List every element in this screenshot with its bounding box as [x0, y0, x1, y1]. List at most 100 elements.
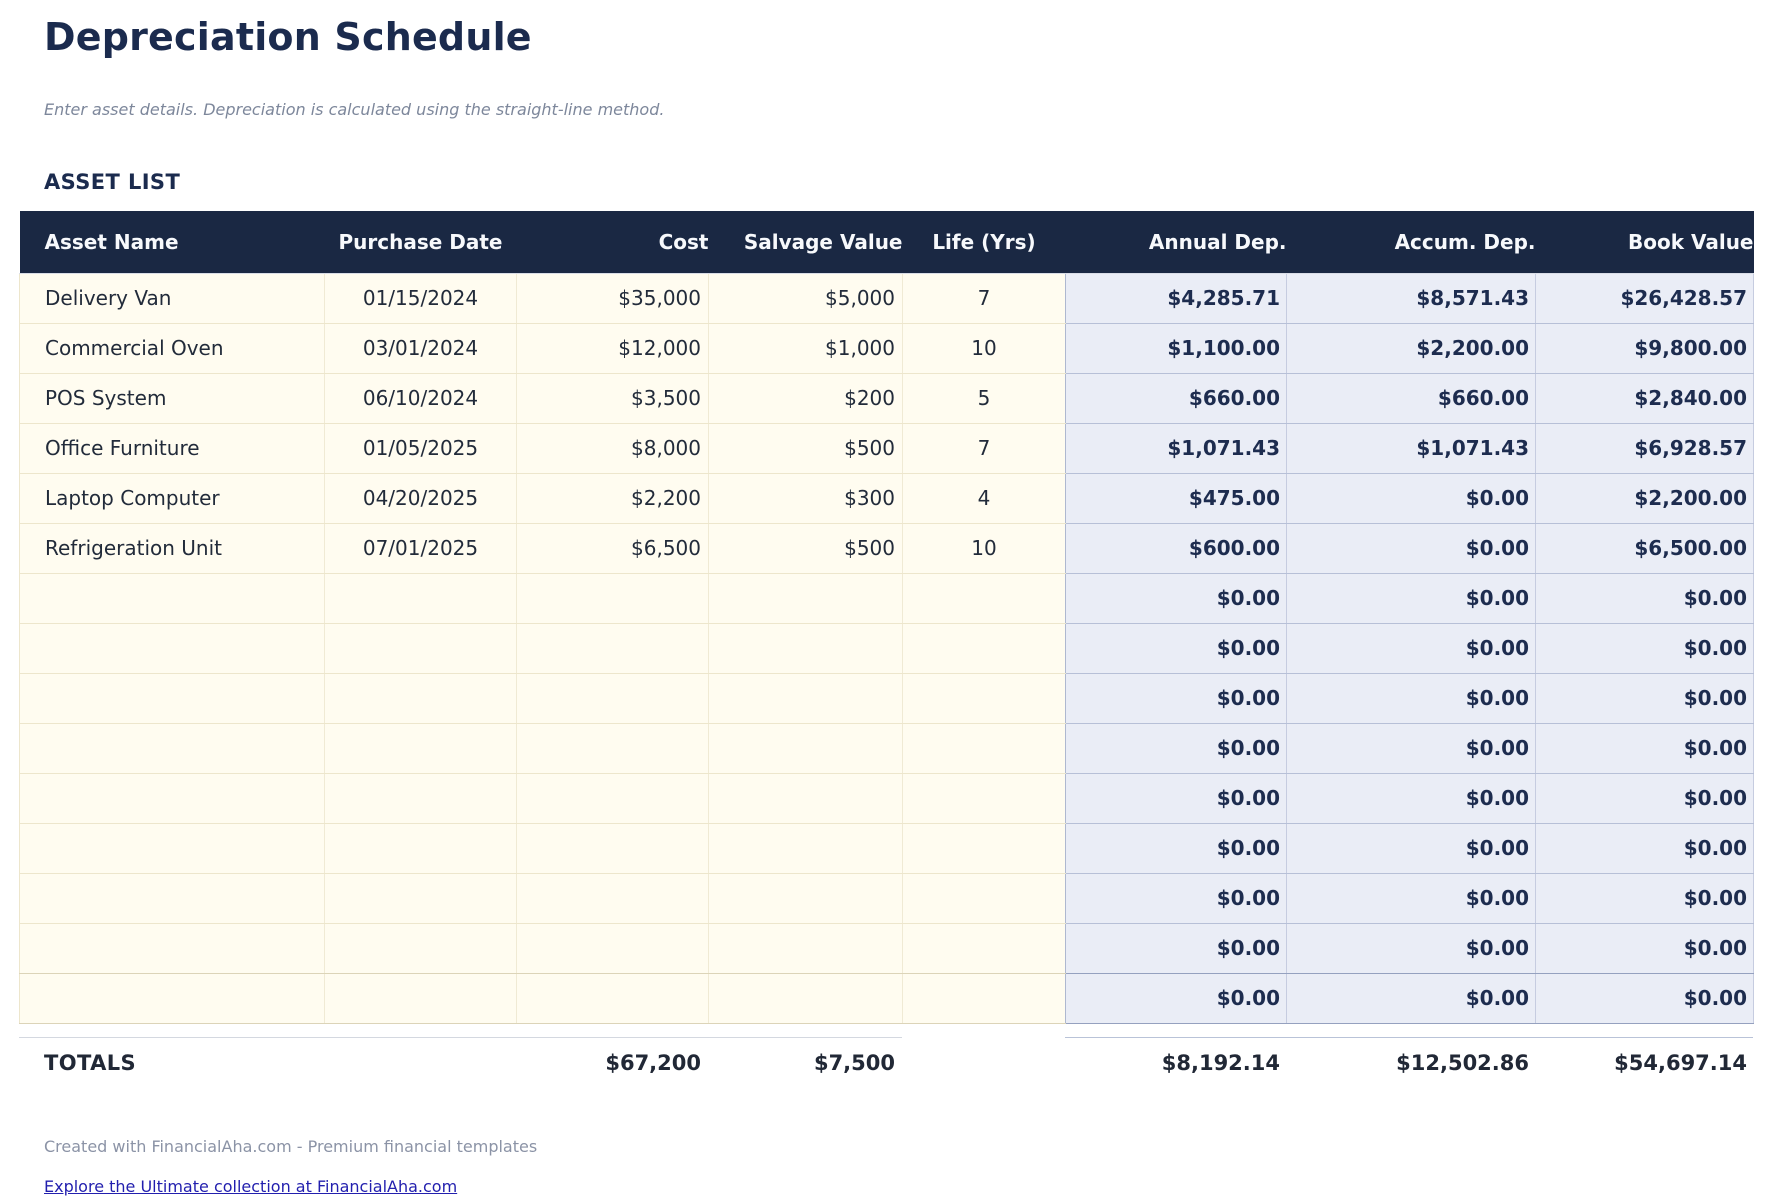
accum-dep-cell: $0.00	[1286, 573, 1536, 624]
asset-name-cell[interactable]: Refrigeration Unit	[19, 523, 325, 574]
table-row: $0.00 $0.00 $0.00	[19, 723, 1754, 774]
asset-name-cell[interactable]	[19, 773, 325, 824]
annual-dep-cell: $0.00	[1065, 973, 1287, 1024]
salvage-value-cell[interactable]: $500	[708, 523, 903, 574]
salvage-value-cell[interactable]	[708, 973, 903, 1024]
life-yrs-cell[interactable]: 7	[902, 273, 1066, 324]
cost-cell[interactable]	[516, 573, 709, 624]
life-yrs-cell[interactable]	[902, 923, 1066, 974]
totals-gap	[902, 1037, 1065, 1091]
salvage-value-cell[interactable]	[708, 773, 903, 824]
life-yrs-cell[interactable]	[902, 773, 1066, 824]
asset-name-cell[interactable]: Delivery Van	[19, 273, 325, 324]
asset-name-cell[interactable]	[19, 873, 325, 924]
cost-cell[interactable]: $8,000	[516, 423, 709, 474]
salvage-value-cell[interactable]	[708, 823, 903, 874]
asset-name-cell[interactable]: POS System	[19, 373, 325, 424]
life-yrs-cell[interactable]	[902, 723, 1066, 774]
column-header-life-yrs: Life (Yrs)	[902, 211, 1066, 274]
purchase-date-cell[interactable]	[324, 973, 517, 1024]
column-header-annual-dep: Annual Dep.	[1065, 211, 1287, 274]
cost-cell[interactable]	[516, 823, 709, 874]
life-yrs-cell[interactable]: 5	[902, 373, 1066, 424]
salvage-value-cell[interactable]	[708, 873, 903, 924]
salvage-value-cell[interactable]: $1,000	[708, 323, 903, 374]
purchase-date-cell[interactable]	[324, 623, 517, 674]
accum-dep-cell: $0.00	[1286, 473, 1536, 524]
cost-cell[interactable]	[516, 723, 709, 774]
purchase-date-cell[interactable]: 03/01/2024	[324, 323, 517, 374]
life-yrs-cell[interactable]: 4	[902, 473, 1066, 524]
asset-name-cell[interactable]	[19, 623, 325, 674]
book-value-cell: $0.00	[1535, 773, 1754, 824]
purchase-date-cell[interactable]: 06/10/2024	[324, 373, 517, 424]
header-row: Asset Name Purchase Date Cost Salvage Va…	[19, 211, 1754, 274]
life-yrs-cell[interactable]: 10	[902, 323, 1066, 374]
purchase-date-cell[interactable]	[324, 873, 517, 924]
cost-cell[interactable]	[516, 973, 709, 1024]
salvage-value-cell[interactable]: $200	[708, 373, 903, 424]
book-value-cell: $2,200.00	[1535, 473, 1754, 524]
accum-dep-cell: $0.00	[1286, 923, 1536, 974]
cost-cell[interactable]	[516, 623, 709, 674]
asset-name-cell[interactable]	[19, 673, 325, 724]
life-yrs-cell[interactable]	[902, 623, 1066, 674]
asset-name-cell[interactable]: Laptop Computer	[19, 473, 325, 524]
life-yrs-cell[interactable]	[902, 673, 1066, 724]
salvage-value-cell[interactable]	[708, 623, 903, 674]
cost-cell[interactable]	[516, 673, 709, 724]
salvage-value-cell[interactable]	[708, 923, 903, 974]
purchase-date-cell[interactable]	[324, 673, 517, 724]
life-yrs-cell[interactable]: 7	[902, 423, 1066, 474]
cost-cell[interactable]: $35,000	[516, 273, 709, 324]
purchase-date-cell[interactable]: 01/05/2025	[324, 423, 517, 474]
table-row: POS System 06/10/2024 $3,500 $200 5 $660.00 $6…	[19, 373, 1754, 424]
accum-dep-cell: $8,571.43	[1286, 273, 1536, 324]
cost-cell[interactable]: $2,200	[516, 473, 709, 524]
asset-name-cell[interactable]	[19, 573, 325, 624]
life-yrs-cell[interactable]	[902, 873, 1066, 924]
salvage-value-cell[interactable]	[708, 723, 903, 774]
cost-cell[interactable]	[516, 873, 709, 924]
annual-dep-cell: $0.00	[1065, 673, 1287, 724]
asset-name-cell[interactable]	[19, 923, 325, 974]
totals-book-value: $54,697.14	[1535, 1036, 1753, 1091]
purchase-date-cell[interactable]	[324, 823, 517, 874]
life-yrs-cell[interactable]	[902, 973, 1066, 1024]
salvage-value-cell[interactable]	[708, 573, 903, 624]
purchase-date-cell[interactable]	[324, 923, 517, 974]
footer-link[interactable]: Explore the Ultimate collection at Finan…	[44, 1176, 458, 1196]
asset-name-cell[interactable]	[19, 823, 325, 874]
asset-name-cell[interactable]: Commercial Oven	[19, 323, 325, 374]
salvage-value-cell[interactable]	[708, 673, 903, 724]
life-yrs-cell[interactable]	[902, 573, 1066, 624]
asset-name-cell[interactable]	[19, 723, 325, 774]
purchase-date-cell[interactable]: 01/15/2024	[324, 273, 517, 324]
asset-name-cell[interactable]	[19, 973, 325, 1024]
accum-dep-cell: $0.00	[1286, 723, 1536, 774]
table-row: $0.00 $0.00 $0.00	[19, 573, 1754, 624]
cost-cell[interactable]: $3,500	[516, 373, 709, 424]
cost-cell[interactable]	[516, 773, 709, 824]
table-row: Laptop Computer 04/20/2025 $2,200 $300 4 $475…	[19, 473, 1754, 524]
purchase-date-cell[interactable]	[324, 773, 517, 824]
cost-cell[interactable]: $6,500	[516, 523, 709, 574]
salvage-value-cell[interactable]: $5,000	[708, 273, 903, 324]
salvage-value-cell[interactable]: $300	[708, 473, 903, 524]
annual-dep-cell: $0.00	[1065, 723, 1287, 774]
purchase-date-cell[interactable]: 04/20/2025	[324, 473, 517, 524]
annual-dep-cell: $0.00	[1065, 923, 1287, 974]
life-yrs-cell[interactable]	[902, 823, 1066, 874]
asset-name-cell[interactable]: Office Furniture	[19, 423, 325, 474]
purchase-date-cell[interactable]	[324, 573, 517, 624]
purchase-date-cell[interactable]: 07/01/2025	[324, 523, 517, 574]
cost-cell[interactable]	[516, 923, 709, 974]
cost-cell[interactable]: $12,000	[516, 323, 709, 374]
book-value-cell: $9,800.00	[1535, 323, 1754, 374]
life-yrs-cell[interactable]: 10	[902, 523, 1066, 574]
book-value-cell: $26,428.57	[1535, 273, 1754, 324]
accum-dep-cell: $0.00	[1286, 973, 1536, 1024]
accum-dep-cell: $2,200.00	[1286, 323, 1536, 374]
salvage-value-cell[interactable]: $500	[708, 423, 903, 474]
purchase-date-cell[interactable]	[324, 723, 517, 774]
